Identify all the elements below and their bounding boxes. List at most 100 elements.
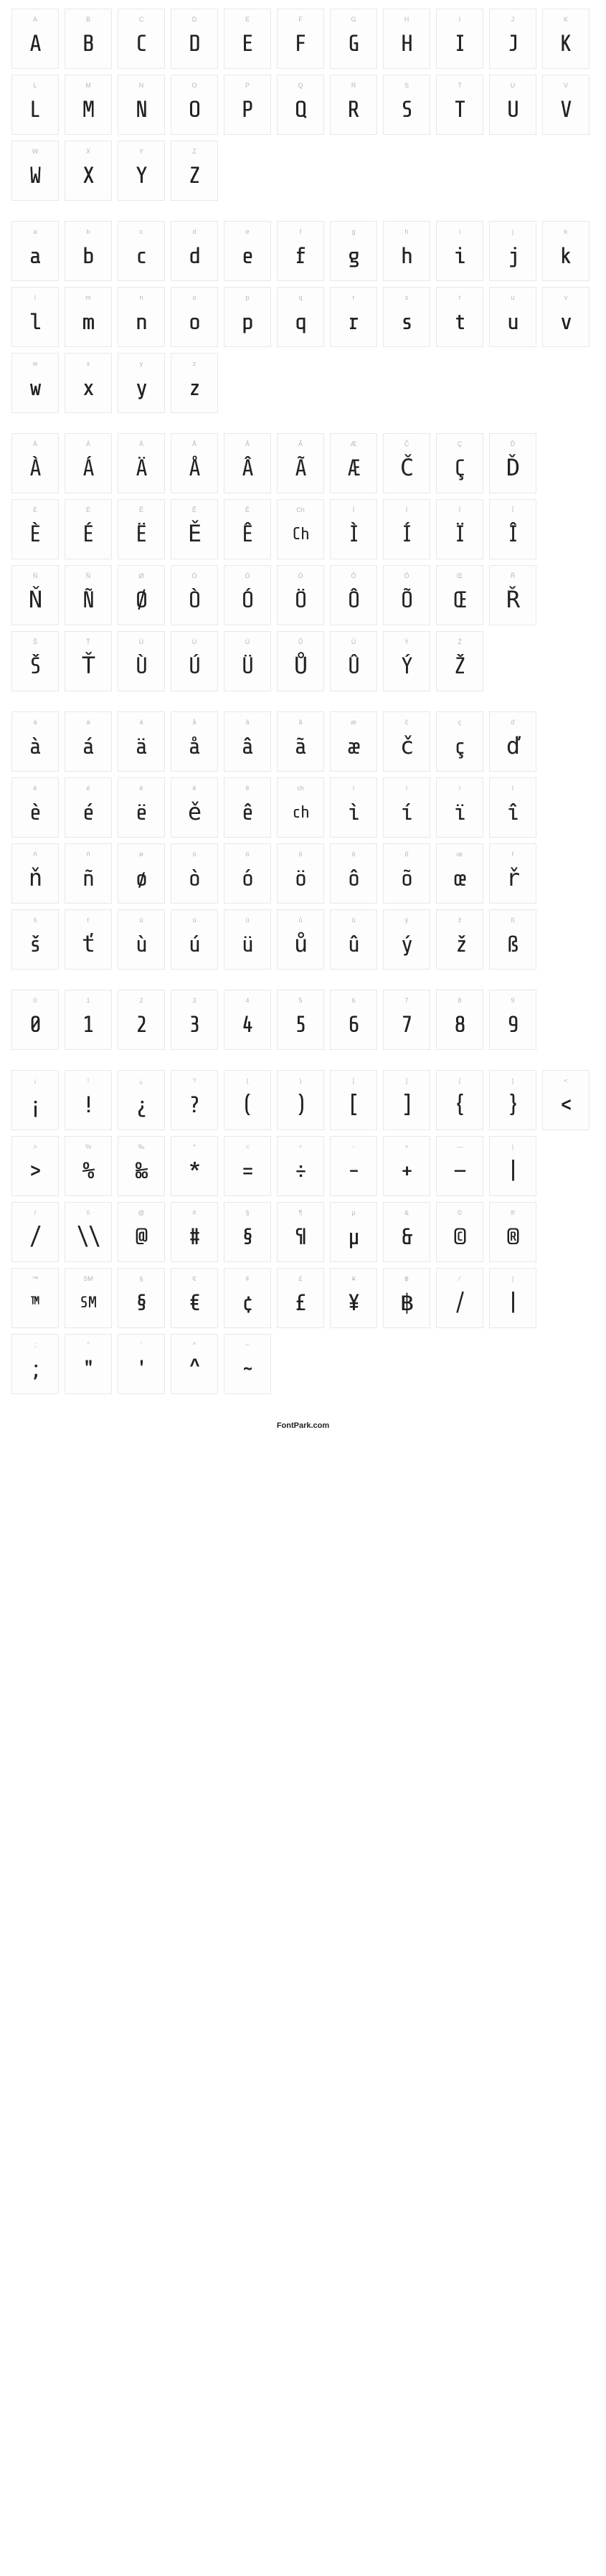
glyph-cell[interactable]: ëë xyxy=(118,777,165,838)
glyph-cell[interactable]: UU xyxy=(489,75,536,135)
glyph-cell[interactable]: PP xyxy=(224,75,271,135)
glyph-cell[interactable]: ŒŒ xyxy=(436,565,483,625)
glyph-cell[interactable]: šš xyxy=(11,909,59,970)
glyph-cell[interactable]: µµ xyxy=(330,1202,377,1262)
glyph-cell[interactable]: ůů xyxy=(277,909,324,970)
glyph-cell[interactable]: êê xyxy=(224,777,271,838)
glyph-cell[interactable]: ™™ xyxy=(11,1268,59,1328)
glyph-cell[interactable]: ťť xyxy=(65,909,112,970)
glyph-cell[interactable]: ÖÖ xyxy=(277,565,324,625)
glyph-cell[interactable]: xx xyxy=(65,353,112,413)
glyph-cell[interactable]: ¿¿ xyxy=(118,1070,165,1130)
glyph-cell[interactable]: ^^ xyxy=(171,1334,218,1394)
glyph-cell[interactable]: òò xyxy=(171,843,218,904)
glyph-cell[interactable]: ‰‰ xyxy=(118,1136,165,1196)
glyph-cell[interactable]: ôô xyxy=(330,843,377,904)
glyph-cell[interactable]: ÙÙ xyxy=(118,631,165,691)
glyph-cell[interactable]: VV xyxy=(542,75,590,135)
glyph-cell[interactable]: hh xyxy=(383,221,430,281)
glyph-cell[interactable]: ãã xyxy=(277,711,324,772)
glyph-cell[interactable]: ]] xyxy=(383,1070,430,1130)
glyph-cell[interactable]: óó xyxy=(224,843,271,904)
glyph-cell[interactable]: II xyxy=(436,9,483,69)
glyph-cell[interactable]: SMSM xyxy=(65,1268,112,1328)
glyph-cell[interactable]: ÓÓ xyxy=(224,565,271,625)
glyph-cell[interactable]: JJ xyxy=(489,9,536,69)
glyph-cell[interactable]: ÕÕ xyxy=(383,565,430,625)
glyph-cell[interactable]: ČČ xyxy=(383,433,430,493)
glyph-cell[interactable]: ØØ xyxy=(118,565,165,625)
glyph-cell[interactable]: zz xyxy=(171,353,218,413)
glyph-cell[interactable]: ?? xyxy=(171,1070,218,1130)
glyph-cell[interactable]: %% xyxy=(65,1136,112,1196)
glyph-cell[interactable]: úú xyxy=(171,909,218,970)
glyph-cell[interactable]: chch xyxy=(277,777,324,838)
glyph-cell[interactable]: yy xyxy=(118,353,165,413)
glyph-cell[interactable]: ŮŮ xyxy=(277,631,324,691)
glyph-cell[interactable]: DD xyxy=(171,9,218,69)
glyph-cell[interactable]: NN xyxy=(118,75,165,135)
glyph-cell[interactable]: čč xyxy=(383,711,430,772)
glyph-cell[interactable]: 66 xyxy=(330,990,377,1050)
glyph-cell[interactable]: ËË xyxy=(118,499,165,559)
glyph-cell[interactable]: ññ xyxy=(65,843,112,904)
glyph-cell[interactable]: ĚĚ xyxy=(171,499,218,559)
glyph-cell[interactable]: üü xyxy=(224,909,271,970)
glyph-cell[interactable]: ** xyxy=(171,1136,218,1196)
glyph-cell[interactable]: || xyxy=(489,1136,536,1196)
glyph-cell[interactable]: pp xyxy=(224,287,271,347)
glyph-cell[interactable]: ÇÇ xyxy=(436,433,483,493)
glyph-cell[interactable]: cc xyxy=(118,221,165,281)
glyph-cell[interactable]: ŇŇ xyxy=(11,565,59,625)
glyph-cell[interactable]: 33 xyxy=(171,990,218,1050)
glyph-cell[interactable]: §§ xyxy=(224,1202,271,1262)
glyph-cell[interactable]: íí xyxy=(383,777,430,838)
glyph-cell[interactable]: ää xyxy=(118,711,165,772)
glyph-cell[interactable]: >> xyxy=(11,1136,59,1196)
glyph-cell[interactable]: ßß xyxy=(489,909,536,970)
glyph-cell[interactable]: ZZ xyxy=(171,141,218,201)
glyph-cell[interactable]: ûû xyxy=(330,909,377,970)
glyph-cell[interactable]: KK xyxy=(542,9,590,69)
glyph-cell[interactable]: ⁄⁄ xyxy=(436,1268,483,1328)
glyph-cell[interactable]: áá xyxy=(65,711,112,772)
glyph-cell[interactable]: << xyxy=(542,1070,590,1130)
glyph-cell[interactable]: ii xyxy=(436,221,483,281)
glyph-cell[interactable]: ¥¥ xyxy=(330,1268,377,1328)
glyph-cell[interactable]: èè xyxy=(11,777,59,838)
glyph-cell[interactable]: AA xyxy=(11,9,59,69)
glyph-cell[interactable]: ChCh xyxy=(277,499,324,559)
glyph-cell[interactable]: ÆÆ xyxy=(330,433,377,493)
glyph-cell[interactable]: ÈÈ xyxy=(11,499,59,559)
glyph-cell[interactable]: ฿฿ xyxy=(383,1268,430,1328)
glyph-cell[interactable]: —— xyxy=(436,1136,483,1196)
glyph-cell[interactable]: öö xyxy=(277,843,324,904)
glyph-cell[interactable]: ¶¶ xyxy=(277,1202,324,1262)
glyph-cell[interactable]: BB xyxy=(65,9,112,69)
glyph-cell[interactable]: CC xyxy=(118,9,165,69)
glyph-cell[interactable]: "" xyxy=(65,1334,112,1394)
glyph-cell[interactable]: -- xyxy=(330,1136,377,1196)
glyph-cell[interactable]: !! xyxy=(65,1070,112,1130)
glyph-cell[interactable]: ÁÁ xyxy=(65,433,112,493)
glyph-cell[interactable]: ll xyxy=(11,287,59,347)
glyph-cell[interactable]: ÜÜ xyxy=(224,631,271,691)
glyph-cell[interactable]: ÀÀ xyxy=(11,433,59,493)
glyph-cell[interactable]: \\\\ xyxy=(65,1202,112,1262)
glyph-cell[interactable]: OO xyxy=(171,75,218,135)
glyph-cell[interactable]: ++ xyxy=(383,1136,430,1196)
glyph-cell[interactable]: ŤŤ xyxy=(65,631,112,691)
glyph-cell[interactable]: GG xyxy=(330,9,377,69)
glyph-cell[interactable]: 99 xyxy=(489,990,536,1050)
glyph-cell[interactable]: åå xyxy=(171,711,218,772)
glyph-cell[interactable]: dd xyxy=(171,221,218,281)
glyph-cell[interactable]: ŠŠ xyxy=(11,631,59,691)
glyph-cell[interactable]: ee xyxy=(224,221,271,281)
glyph-cell[interactable]: MM xyxy=(65,75,112,135)
glyph-cell[interactable]: )) xyxy=(277,1070,324,1130)
glyph-cell[interactable]: ÂÂ xyxy=(224,433,271,493)
glyph-cell[interactable]: WW xyxy=(11,141,59,201)
glyph-cell[interactable]: ÔÔ xyxy=(330,565,377,625)
glyph-cell[interactable]: ££ xyxy=(277,1268,324,1328)
glyph-cell[interactable]: || xyxy=(489,1268,536,1328)
